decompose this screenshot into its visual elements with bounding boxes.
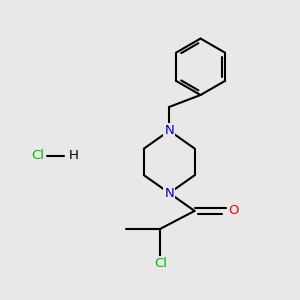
- Text: N: N: [164, 124, 174, 137]
- Text: N: N: [164, 187, 174, 200]
- Text: O: O: [228, 204, 239, 218]
- Text: Cl: Cl: [31, 149, 44, 162]
- Text: H: H: [68, 149, 78, 162]
- Text: Cl: Cl: [154, 257, 167, 270]
